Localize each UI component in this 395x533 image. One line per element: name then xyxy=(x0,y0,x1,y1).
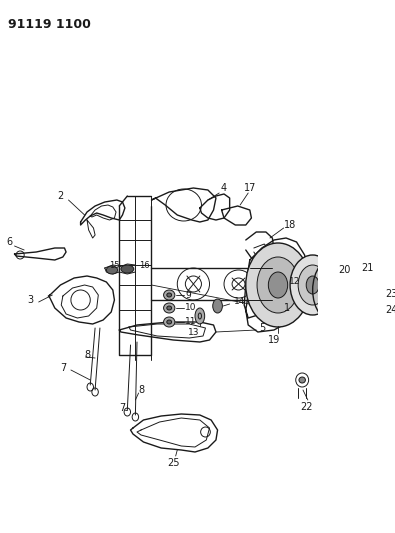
Text: 22: 22 xyxy=(300,402,312,412)
Ellipse shape xyxy=(164,317,175,327)
Ellipse shape xyxy=(167,306,172,310)
Text: 21: 21 xyxy=(361,263,373,273)
Ellipse shape xyxy=(306,276,319,294)
Text: 12: 12 xyxy=(288,278,300,287)
Text: 11: 11 xyxy=(185,318,197,327)
Text: 18: 18 xyxy=(284,220,296,230)
Ellipse shape xyxy=(299,377,305,383)
Text: 15: 15 xyxy=(109,261,119,270)
Ellipse shape xyxy=(106,266,118,274)
Ellipse shape xyxy=(246,243,310,327)
Text: 91119 1100: 91119 1100 xyxy=(8,18,91,31)
Ellipse shape xyxy=(167,320,172,324)
Text: 23: 23 xyxy=(385,289,395,299)
Text: 7: 7 xyxy=(60,363,66,373)
Ellipse shape xyxy=(269,284,279,300)
Text: 3: 3 xyxy=(28,295,34,305)
Text: 2: 2 xyxy=(57,191,64,201)
Ellipse shape xyxy=(167,293,172,297)
Ellipse shape xyxy=(298,265,327,305)
Text: 13: 13 xyxy=(188,328,199,337)
Ellipse shape xyxy=(164,290,175,300)
Text: 17: 17 xyxy=(244,183,256,193)
Ellipse shape xyxy=(121,265,134,273)
Text: 8: 8 xyxy=(138,385,144,395)
Text: 16: 16 xyxy=(139,261,149,270)
Text: 8: 8 xyxy=(84,350,90,360)
Text: 1: 1 xyxy=(284,303,290,313)
Text: 20: 20 xyxy=(339,265,351,275)
Text: 4: 4 xyxy=(221,183,227,193)
Ellipse shape xyxy=(195,308,205,324)
Ellipse shape xyxy=(268,272,288,298)
Text: 19: 19 xyxy=(268,335,280,345)
Ellipse shape xyxy=(164,303,175,313)
Text: 10: 10 xyxy=(185,303,197,312)
Ellipse shape xyxy=(213,299,222,313)
Text: 14: 14 xyxy=(234,297,245,306)
Text: 25: 25 xyxy=(167,458,179,468)
Text: 24: 24 xyxy=(385,305,395,315)
Text: 7: 7 xyxy=(119,403,126,413)
Text: 5: 5 xyxy=(259,323,265,333)
Text: 9: 9 xyxy=(185,290,191,300)
Ellipse shape xyxy=(257,257,299,313)
Wedge shape xyxy=(313,258,364,322)
Ellipse shape xyxy=(290,255,335,315)
Text: 6: 6 xyxy=(7,237,13,247)
